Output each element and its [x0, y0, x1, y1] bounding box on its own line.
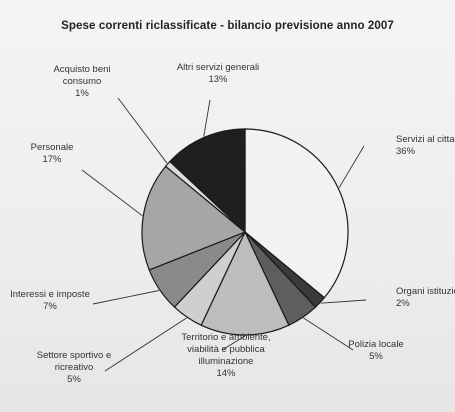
slice-category-label: Territorio e ambiente,	[181, 332, 270, 343]
slice-category-label: consumo	[63, 76, 102, 87]
slice-category-label: Servizi al cittadino	[396, 134, 455, 145]
slice-category-label: ricreativo	[55, 362, 94, 373]
slice-value-label: 5%	[67, 374, 81, 385]
slice-value-label: 14%	[216, 368, 236, 379]
slice-category-label: Altri servizi generali	[177, 62, 259, 73]
leader-line	[81, 169, 143, 217]
pie-slice	[141, 165, 247, 271]
leader-line	[92, 290, 160, 305]
leader-line	[221, 335, 246, 351]
leader-line	[320, 299, 367, 304]
slice-category-label: Settore sportivo e	[37, 350, 111, 361]
leader-line	[117, 97, 168, 164]
slice-value-label: 13%	[208, 74, 228, 85]
slice-category-label: Organi istituzionali	[396, 286, 455, 297]
slice-category-label: Personale	[31, 142, 74, 153]
leader-line	[338, 145, 365, 188]
slice-category-label: Polizia locale	[348, 339, 403, 350]
slice-value-label: 2%	[396, 298, 410, 309]
leader-line	[303, 317, 354, 351]
slice-value-label: 1%	[75, 88, 89, 99]
slice-value-label: 36%	[396, 146, 416, 157]
slice-category-label: viabilità e pubblica	[187, 344, 265, 355]
pie-slice	[200, 230, 290, 336]
slice-value-label: 5%	[369, 351, 383, 362]
chart-title: Spese correnti riclassificate - bilancio…	[61, 20, 394, 32]
leader-line	[104, 317, 187, 372]
leader-line	[203, 99, 211, 137]
pie-slice	[244, 128, 349, 299]
pie-slice	[169, 128, 246, 234]
slice-category-label: illuminazione	[199, 356, 254, 367]
slice-value-label: 17%	[42, 154, 62, 165]
slice-value-label: 7%	[43, 301, 57, 312]
slice-category-label: Acquisto beni	[53, 64, 110, 75]
slice-category-label: Interessi e imposte	[10, 289, 90, 300]
